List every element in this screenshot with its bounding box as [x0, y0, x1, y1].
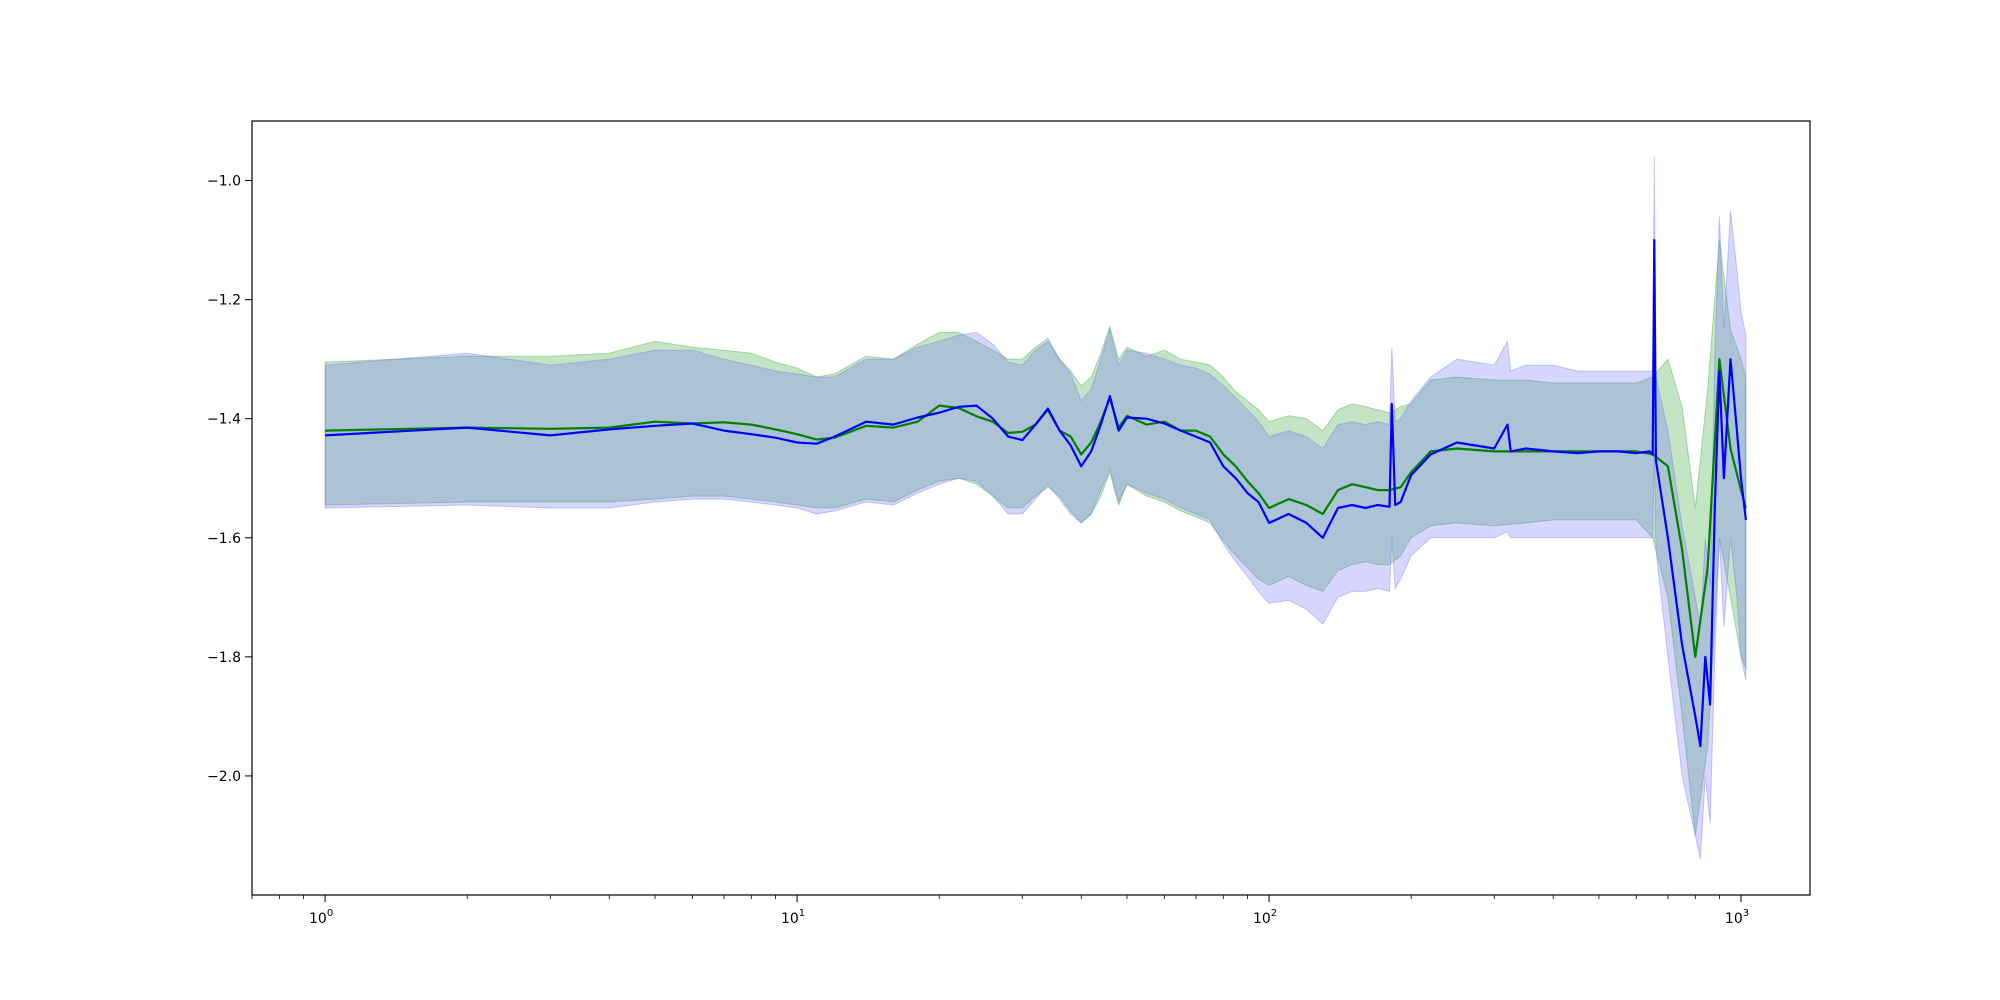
series-2-line — [325, 239, 1747, 748]
series-lines — [325, 239, 1747, 748]
x-tick-label: 101 — [781, 908, 805, 927]
x-tick-label: 103 — [1725, 908, 1749, 927]
plot-area — [324, 156, 1747, 860]
x-axis: 100 101 102 103 — [251, 895, 1749, 927]
x-tick-label: 100 — [309, 908, 333, 927]
series-2-band — [324, 156, 1747, 860]
y-tick-label: −1.4 — [207, 412, 241, 428]
y-tick-label: −1.8 — [207, 650, 241, 666]
axes-frame — [251, 120, 1811, 896]
y-tick-label: −1.2 — [207, 293, 241, 309]
x-tick-label: 102 — [1253, 908, 1277, 927]
confidence-bands — [324, 156, 1747, 860]
y-tick-label: −1.6 — [207, 531, 241, 547]
y-tick-label: −2.0 — [207, 769, 241, 785]
y-tick-label: −1.0 — [207, 174, 241, 190]
y-axis: −1.0 −1.2 −1.4 −1.6 −1.8 −2.0 — [207, 174, 252, 785]
series-1-band — [324, 240, 1747, 836]
